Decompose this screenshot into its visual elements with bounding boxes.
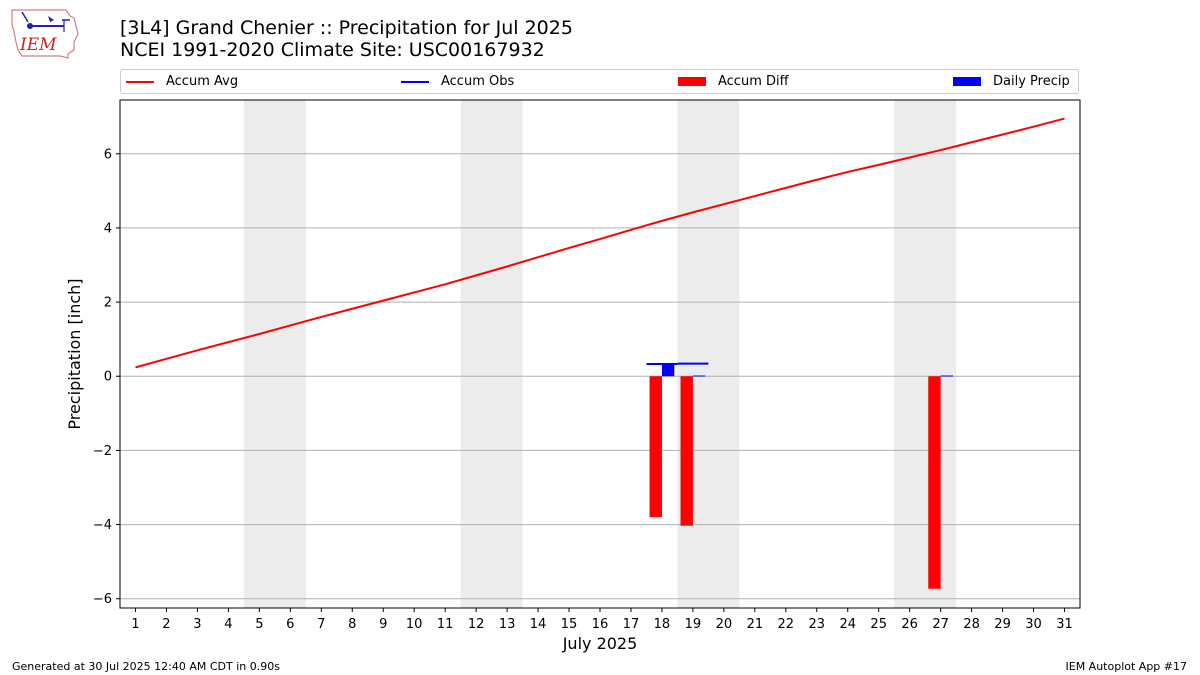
legend-label-daily-precip: Daily Precip bbox=[993, 74, 1070, 89]
legend-swatch-accum-obs bbox=[401, 80, 429, 83]
weekend-band bbox=[460, 100, 523, 608]
legend-item-accum-obs: Accum Obs bbox=[401, 70, 514, 93]
bar-daily-precip bbox=[940, 375, 954, 377]
x-tick-label: 24 bbox=[839, 617, 856, 632]
x-tick-label: 26 bbox=[901, 617, 918, 632]
line-accum-avg bbox=[135, 117, 1065, 369]
y-tick-label: −2 bbox=[93, 444, 112, 459]
x-tick-label: 31 bbox=[1056, 617, 1073, 632]
line-series bbox=[135, 117, 1065, 369]
x-tick-label: 19 bbox=[685, 617, 702, 632]
x-tick-label: 29 bbox=[994, 617, 1011, 632]
x-tick-label: 21 bbox=[747, 617, 764, 632]
bar-accum-diff bbox=[649, 376, 662, 518]
legend-item-accum-diff: Accum Diff bbox=[678, 70, 789, 93]
x-axis-title: July 2025 bbox=[562, 634, 638, 653]
x-tick-label: 2 bbox=[162, 617, 170, 632]
iem-logo: IEM bbox=[8, 6, 80, 60]
x-tick-label: 10 bbox=[406, 617, 423, 632]
x-tick-label: 1 bbox=[131, 617, 139, 632]
x-tick-label: 25 bbox=[870, 617, 887, 632]
x-tick-label: 6 bbox=[286, 617, 294, 632]
weekend-band bbox=[894, 100, 957, 608]
weekend-band bbox=[243, 100, 306, 608]
svg-text:IEM: IEM bbox=[19, 35, 57, 55]
footer-app-text: IEM Autoplot App #17 bbox=[1065, 660, 1188, 673]
x-tick-label: 27 bbox=[932, 617, 949, 632]
y-tick-label: 6 bbox=[104, 147, 112, 162]
legend-swatch-accum-diff bbox=[678, 77, 706, 86]
x-tick-label: 15 bbox=[561, 617, 578, 632]
y-gridlines bbox=[120, 153, 1080, 600]
x-tick-label: 8 bbox=[348, 617, 356, 632]
y-axis-title: Precipitation [inch] bbox=[65, 278, 84, 429]
legend-swatch-daily-precip bbox=[953, 77, 981, 86]
weekend-band bbox=[677, 100, 740, 608]
x-tick-label: 28 bbox=[963, 617, 980, 632]
bar-accum-diff bbox=[680, 376, 693, 526]
y-tick-label: −6 bbox=[93, 592, 112, 607]
y-tick-label: 2 bbox=[104, 296, 112, 311]
legend-swatch-accum-avg bbox=[126, 80, 154, 83]
legend-item-daily-precip: Daily Precip bbox=[953, 70, 1070, 93]
chart-subtitle: NCEI 1991-2020 Climate Site: USC00167932 bbox=[120, 39, 545, 61]
x-tick-label: 3 bbox=[193, 617, 201, 632]
bar-series bbox=[649, 364, 954, 589]
x-tick-label: 7 bbox=[317, 617, 325, 632]
y-tick-label: −4 bbox=[93, 518, 112, 533]
legend-label-accum-avg: Accum Avg bbox=[166, 74, 239, 89]
bar-daily-precip bbox=[692, 375, 706, 377]
x-tick-label: 5 bbox=[255, 617, 263, 632]
x-tick-label: 16 bbox=[592, 617, 609, 632]
x-tick-label: 22 bbox=[778, 617, 795, 632]
x-tick-label: 12 bbox=[468, 617, 485, 632]
weekend-shading bbox=[243, 100, 957, 608]
x-tick-label: 9 bbox=[379, 617, 387, 632]
x-tick-label: 11 bbox=[437, 617, 454, 632]
bar-accum-diff bbox=[928, 376, 941, 589]
chart-title: [3L4] Grand Chenier :: Precipitation for… bbox=[120, 17, 573, 39]
x-tick-label: 30 bbox=[1025, 617, 1042, 632]
y-tick-label: 0 bbox=[104, 370, 112, 385]
x-tick-label: 18 bbox=[654, 617, 671, 632]
footer-generated-text: Generated at 30 Jul 2025 12:40 AM CDT in… bbox=[12, 660, 280, 673]
legend-item-accum-avg: Accum Avg bbox=[126, 70, 238, 93]
legend-label-accum-obs: Accum Obs bbox=[441, 74, 515, 89]
legend-label-accum-diff: Accum Diff bbox=[718, 74, 789, 89]
bar-daily-precip bbox=[661, 364, 675, 377]
legend: Accum Avg Accum Obs Accum Diff Daily Pre… bbox=[120, 69, 1079, 94]
x-tick-label: 20 bbox=[716, 617, 733, 632]
x-tick-label: 14 bbox=[530, 617, 547, 632]
x-tick-label: 17 bbox=[623, 617, 640, 632]
x-tick-label: 4 bbox=[224, 617, 232, 632]
x-tick-label: 13 bbox=[499, 617, 516, 632]
x-tick-label: 23 bbox=[809, 617, 826, 632]
y-tick-label: 4 bbox=[104, 221, 112, 236]
